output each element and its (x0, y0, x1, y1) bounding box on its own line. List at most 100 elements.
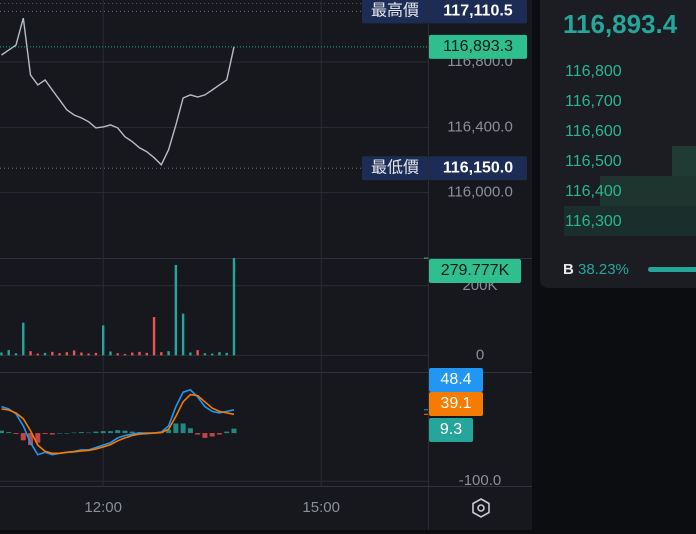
volume-bar (196, 350, 199, 356)
volume-bar (14, 353, 18, 356)
histogram-bar (0, 430, 4, 434)
volume-bar (109, 351, 112, 356)
high-label-box (362, 0, 428, 24)
histogram-bar (173, 423, 179, 434)
volume-bar (65, 352, 69, 356)
x-tick-label: 12:00 (84, 499, 122, 516)
order-book-level: 116,400 (565, 183, 622, 200)
histogram-bar (180, 423, 186, 434)
indicator-value-box (429, 368, 483, 392)
volume-bar (0, 352, 3, 356)
volume-bar (43, 352, 47, 356)
histogram-bar (122, 430, 128, 434)
histogram-bar (42, 433, 48, 435)
volume-bar (145, 352, 148, 356)
histogram-bar (202, 433, 208, 438)
volume-bar (101, 325, 105, 356)
volume-bar (7, 350, 10, 356)
histogram-bar (6, 432, 12, 434)
indicator-value: 48.4 (440, 371, 471, 388)
volume-bar (116, 353, 119, 356)
settings-icon-center[interactable] (477, 504, 485, 512)
histogram-bar (166, 429, 172, 434)
buy-ratio-value: 38.23% (578, 261, 629, 278)
order-book-level: 116,500 (565, 153, 622, 170)
low-value-box (429, 156, 527, 181)
depth-bar (600, 176, 696, 206)
high-value-box (429, 0, 527, 24)
volume-bar (80, 352, 83, 356)
histogram-value: 9.3 (440, 421, 462, 438)
settings-button[interactable] (472, 498, 490, 518)
indicator-value-box (429, 392, 483, 416)
histogram-bar (86, 432, 92, 434)
volume-bar (58, 353, 61, 356)
volume-bar (232, 258, 236, 356)
volume-bar (225, 352, 228, 356)
volume-bar (181, 313, 185, 356)
order-book-level: 116,600 (565, 123, 622, 140)
histogram-bar (224, 431, 230, 434)
volume-bar (36, 353, 39, 356)
depth-bar (564, 206, 696, 236)
volume-bar (167, 351, 170, 356)
histogram-bar (93, 431, 99, 434)
low-label-text: 最低價 (371, 158, 419, 176)
settings-icon[interactable] (472, 498, 490, 518)
histogram-bar (13, 433, 19, 435)
volume-bar (94, 352, 98, 356)
indicator-line (1, 393, 235, 455)
y-tick-label: 116,400.0 (447, 118, 513, 135)
y-tick-label: -100.0 (459, 472, 502, 489)
last-volume-box (429, 259, 521, 283)
high-value-text: 117,110.5 (443, 3, 513, 20)
y-tick-label: 116,000.0 (447, 184, 513, 201)
volume-bar (189, 352, 192, 356)
histogram-bar (115, 430, 121, 434)
bottom-edge (0, 530, 532, 534)
histogram-bar (100, 431, 106, 434)
last-price-box (429, 34, 527, 59)
order-book-level: 116,300 (565, 213, 622, 230)
histogram-bar (20, 433, 26, 441)
low-value-text: 116,150.0 (443, 159, 513, 176)
histogram-bar (64, 433, 70, 434)
y-tick-label: 0 (476, 346, 484, 363)
histogram-bar (129, 431, 135, 434)
buy-ratio-label: B (563, 261, 574, 278)
histogram-bar (107, 431, 113, 434)
histogram-bar (71, 432, 77, 434)
buy-ratio-bar (648, 267, 696, 272)
histogram-bar (49, 433, 55, 435)
order-book-panel (540, 0, 696, 288)
volume-bar (29, 351, 32, 356)
histogram-bar (35, 433, 41, 443)
histogram-bar (231, 428, 237, 434)
order-book-price: 116,893.4 (563, 9, 678, 39)
histogram-bar (78, 432, 84, 434)
histogram-bar (209, 433, 215, 437)
volume-bar (210, 353, 214, 356)
volume-bar (203, 353, 207, 356)
x-tick-label: 15:00 (302, 499, 340, 516)
histogram-bar (57, 433, 63, 434)
volume-bar (174, 264, 178, 356)
histogram-value-box (429, 418, 473, 442)
volume-bar (123, 353, 127, 356)
order-book-level: 116,700 (565, 93, 622, 110)
histogram-bar (187, 428, 193, 434)
last-volume-text: 279.777K (441, 262, 510, 279)
volume-bar (72, 350, 76, 356)
low-label-box (362, 156, 428, 181)
volume-bar (160, 352, 163, 356)
price-line (1, 17, 235, 166)
volume-bar (131, 352, 134, 356)
order-book-level: 116,800 (565, 63, 622, 80)
depth-bar (672, 146, 696, 176)
histogram-bar (28, 433, 34, 446)
histogram-bar (195, 433, 201, 435)
volume-bar (22, 322, 25, 356)
volume-bar (152, 317, 156, 356)
indicator-value: 39.1 (440, 395, 471, 412)
last-price-text: 116,893.3 (443, 38, 513, 55)
